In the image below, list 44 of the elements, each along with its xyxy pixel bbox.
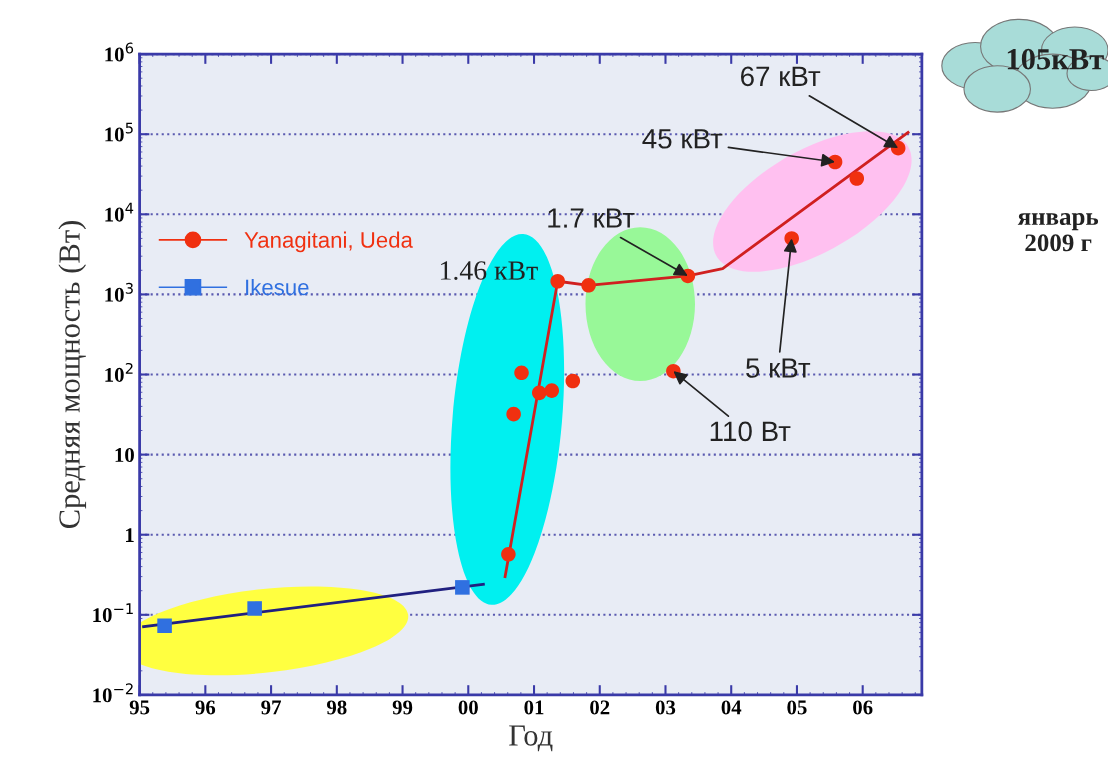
x-tick-label: 02 [590, 700, 610, 715]
point [544, 383, 560, 398]
point [531, 385, 547, 401]
x-axis-title: Год [509, 725, 553, 752]
x-tick-label: 03 [655, 700, 676, 715]
point [157, 618, 172, 634]
text: январь 2009 г [1017, 213, 1099, 252]
x-tick-label: 05 [787, 700, 807, 715]
x-tick-label: 04 [721, 700, 742, 715]
x-tick-label: 99 [392, 700, 413, 715]
x-tick-label: 00 [458, 700, 478, 715]
point [550, 273, 565, 289]
y-tick-label: 10$^{6}$ [105, 42, 134, 62]
x-tick-label: 95 [129, 700, 150, 715]
annotation: 110 Вт [710, 421, 791, 442]
x-tick-label: 96 [195, 700, 216, 715]
point [501, 546, 516, 562]
y-tick-label: 10$^{3}$ [105, 282, 133, 302]
point [455, 580, 470, 595]
point [514, 365, 529, 381]
y-tick-label: 10$^{−1}$ [93, 603, 133, 623]
y-tick-label: 10$^{2}$ [105, 362, 133, 382]
annotation: 45 кВт [642, 129, 723, 149]
annotation: 67 кВт [741, 66, 821, 87]
y-tick-label: 10$^{5}$ [105, 122, 133, 142]
x-tick-label: 97 [261, 700, 281, 715]
annotation: 5 кВт [746, 358, 811, 378]
legend-label: Yanagitani, Ueda [244, 231, 413, 253]
annotation: 1.46 кВт [440, 261, 538, 280]
x-tick-label: 06 [853, 700, 873, 715]
y-axis-title: Средняя мощность (Вт) [58, 221, 87, 529]
y-tick-label: 10$^{4}$ [105, 202, 134, 222]
text: 105кВт [1007, 48, 1104, 70]
legend-label: Ikesue [246, 278, 309, 296]
y-tick-label: 10 [115, 447, 134, 463]
x-tick-label: 98 [326, 700, 347, 715]
x-tick-label: 01 [524, 700, 544, 715]
point [506, 406, 521, 422]
annotation: 1.7 кВт [548, 208, 635, 228]
y-tick-label: 1 [126, 528, 134, 542]
point [581, 278, 596, 293]
point [565, 373, 581, 389]
point [247, 601, 262, 616]
point [849, 171, 865, 186]
